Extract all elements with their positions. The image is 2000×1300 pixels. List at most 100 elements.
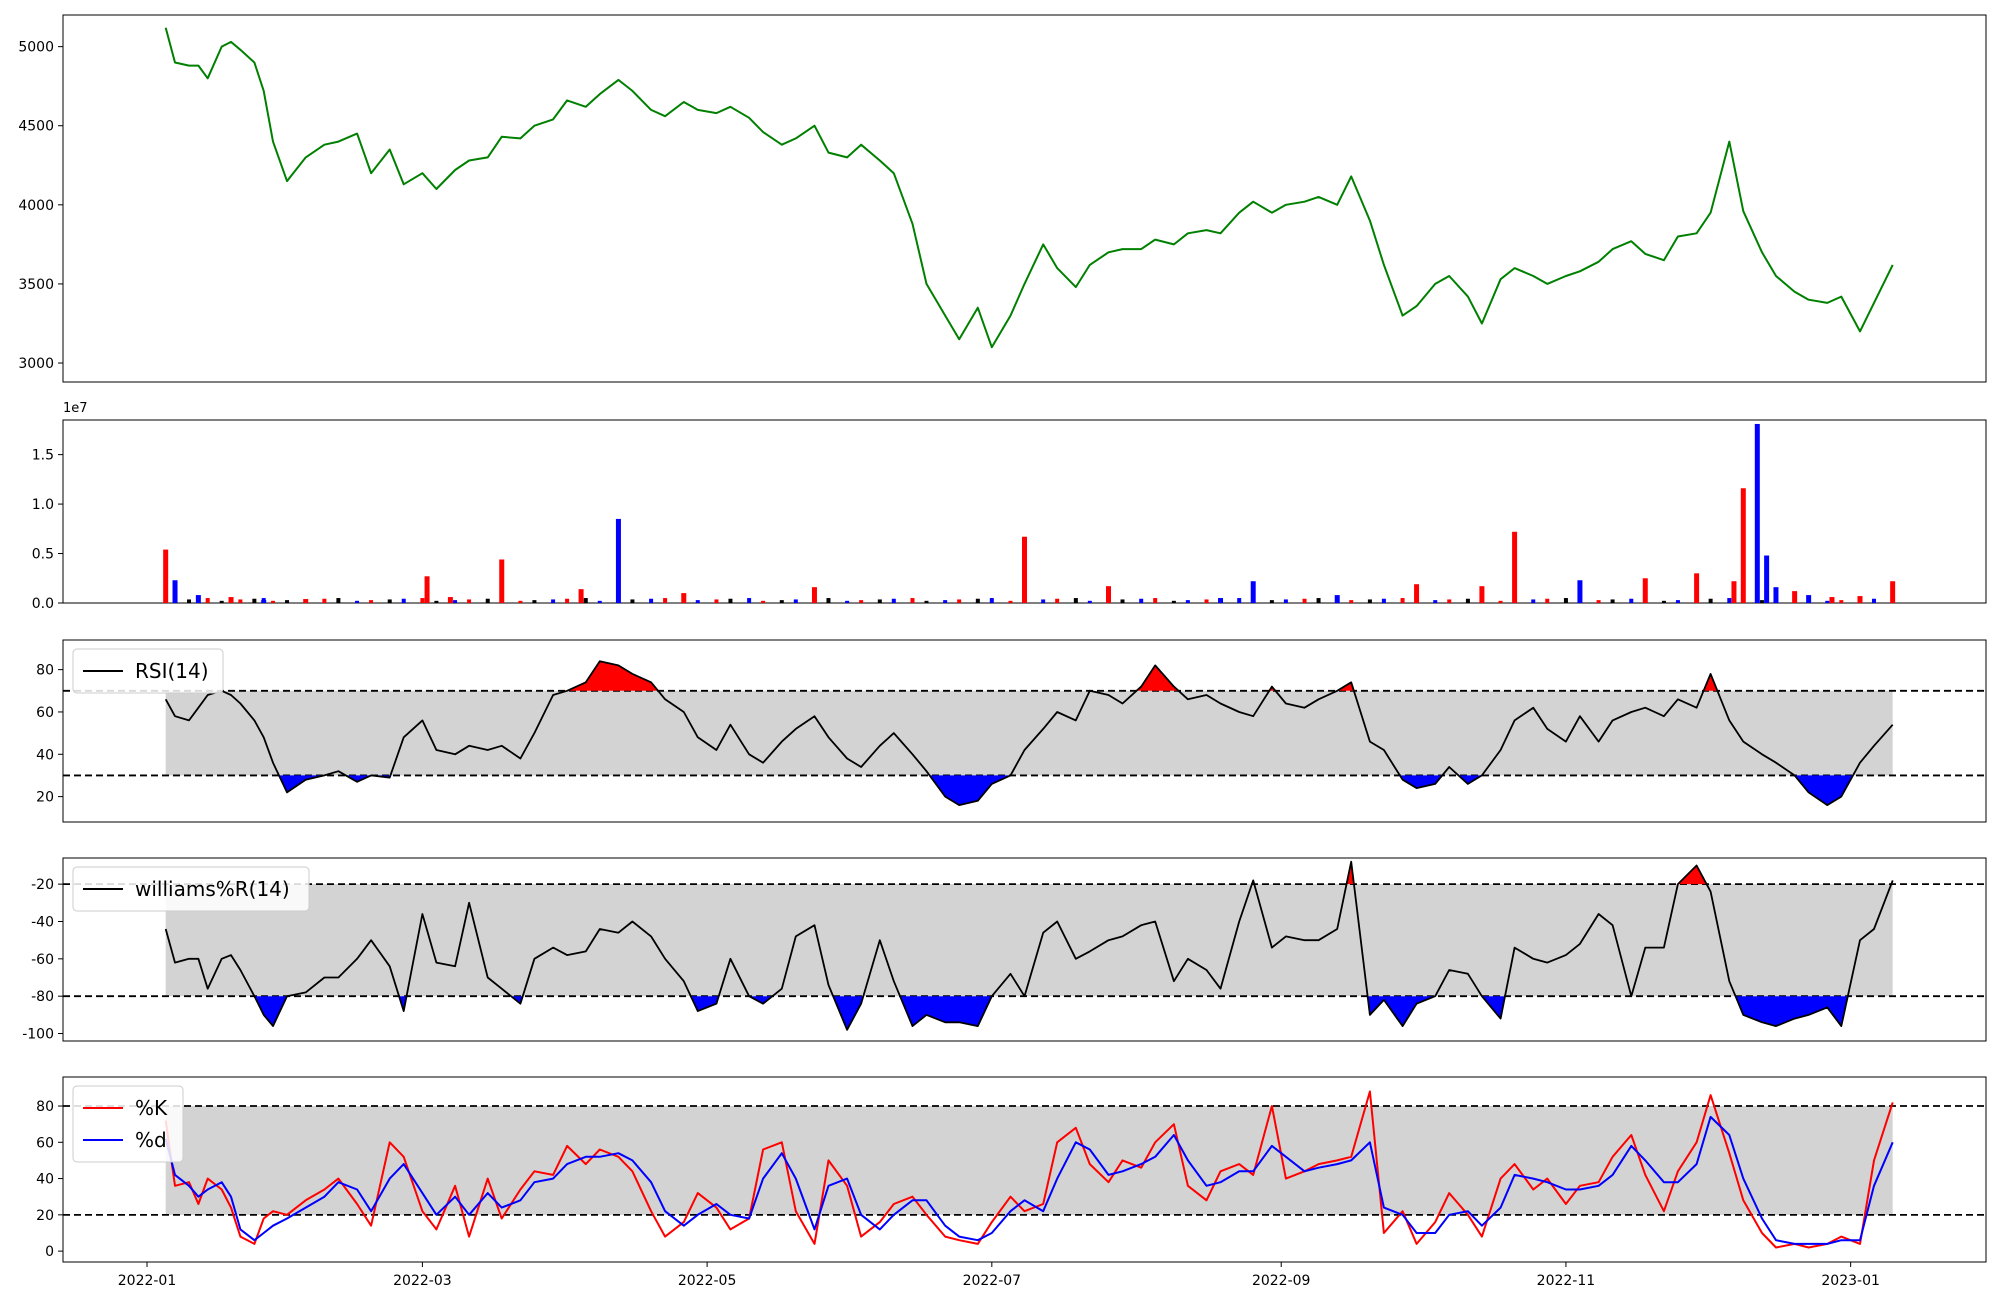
x-tick-label: 2022-07 — [963, 1273, 1022, 1289]
x-tick-label: 2022-09 — [1252, 1273, 1311, 1289]
volume-bar — [1825, 600, 1830, 603]
volume-bar — [747, 598, 752, 603]
volume-bar — [811, 587, 817, 603]
volume-bar — [1237, 598, 1242, 603]
stochastic-ytick-label: 80 — [36, 1099, 54, 1115]
volume-bar — [1120, 599, 1125, 603]
volume-bar — [565, 598, 570, 603]
rsi-overbought-fill — [567, 661, 659, 691]
williams-ytick-label: -20 — [31, 877, 54, 893]
rsi-panel-frame — [62, 639, 1987, 823]
x-tick-label: 2023-01 — [1821, 1273, 1880, 1289]
volume-bar — [630, 599, 635, 603]
volume-bar — [1629, 598, 1634, 603]
volume-bar — [219, 600, 224, 603]
rsi-overbought-fill — [1703, 673, 1718, 691]
volume-bar — [499, 559, 505, 603]
volume-ytick-label: 0.0 — [32, 596, 54, 612]
volume-bar — [1829, 597, 1835, 603]
volume-bar — [1642, 578, 1648, 603]
volume-bar — [649, 598, 654, 603]
volume-bar — [1694, 573, 1700, 603]
rsi-line — [164, 660, 1894, 806]
volume-bar — [1381, 598, 1386, 603]
x-tick-label: 2022-05 — [678, 1273, 737, 1289]
volume-bar — [1577, 580, 1583, 603]
price-ytick-label: 3000 — [18, 356, 54, 372]
volume-bar — [1792, 591, 1798, 603]
volume-bar — [615, 518, 621, 603]
volume-bar — [845, 600, 850, 603]
volume-bar — [1367, 599, 1372, 603]
volume-bar — [1447, 599, 1452, 603]
rsi-oversold-fill — [929, 775, 1011, 806]
volume-bar — [1545, 598, 1550, 603]
volume-bar — [322, 598, 327, 603]
volume-bar — [532, 600, 537, 603]
volume-bar — [989, 598, 994, 603]
volume-bar — [957, 599, 962, 603]
volume-bar — [826, 598, 831, 603]
price-line — [164, 27, 1894, 349]
volume-bar — [434, 600, 439, 603]
volume-bar — [1596, 600, 1601, 603]
volume-bar — [261, 600, 267, 603]
price-panel-frame — [62, 14, 1987, 383]
volume-bar — [1022, 536, 1027, 603]
volume-bar — [1250, 581, 1256, 603]
volume-bar — [1531, 599, 1536, 603]
volume-bar — [387, 599, 392, 603]
volume-bar — [695, 600, 700, 603]
x-tick-label: 2022-01 — [118, 1273, 177, 1289]
volume-bar — [1055, 598, 1060, 603]
williams-panel-frame — [62, 857, 1987, 1042]
volume-bar — [1414, 584, 1420, 603]
volume-bar — [1349, 600, 1354, 603]
stochastic-band — [165, 1106, 1893, 1215]
volume-bar — [467, 599, 472, 603]
williams-oversold-fill — [833, 996, 864, 1030]
volume-bar — [877, 599, 882, 603]
volume-bar — [1316, 598, 1321, 603]
rsi-ytick-label: 60 — [36, 705, 54, 721]
volume-bar — [228, 597, 234, 603]
volume-bar — [420, 598, 425, 603]
volume-bar — [401, 598, 406, 603]
williams-ytick-label: -80 — [31, 989, 54, 1005]
williams-ytick-label: -60 — [31, 952, 54, 968]
volume-bar — [1764, 555, 1770, 603]
x-tick-label: 2022-11 — [1537, 1273, 1596, 1289]
volume-bar — [1465, 598, 1470, 603]
volume-bar — [1041, 599, 1046, 603]
volume-bar — [1727, 598, 1732, 603]
volume-ytick-label: 0.5 — [32, 547, 54, 563]
volume-bar — [1218, 598, 1224, 603]
stochastic-k-line — [164, 1090, 1894, 1249]
williams-oversold-fill — [1367, 996, 1436, 1027]
volume-bar — [1204, 599, 1209, 603]
volume-bar — [1731, 581, 1737, 603]
williams-oversold-fill — [1735, 996, 1848, 1027]
volume-bar — [597, 600, 602, 603]
williams-oversold-fill — [254, 996, 287, 1027]
williams-ytick-label: -40 — [31, 914, 54, 930]
volume-bar — [1498, 600, 1503, 603]
volume-bar — [1283, 599, 1288, 603]
williams-line — [164, 860, 1894, 1031]
volume-bar — [859, 600, 864, 603]
rsi-legend-box — [72, 648, 224, 694]
stochastic-legend-label: %K — [135, 1096, 168, 1120]
volume-bar — [285, 600, 290, 603]
williams-oversold-fill — [749, 996, 773, 1004]
volume-bar — [1171, 600, 1176, 603]
rsi-oversold-fill — [279, 775, 325, 793]
x-tick-label: 2022-03 — [393, 1273, 452, 1289]
volume-bar — [1302, 598, 1307, 603]
volume-bar — [336, 598, 341, 603]
volume-bar — [583, 598, 588, 603]
volume-bar — [1806, 595, 1812, 603]
volume-bar — [1661, 600, 1666, 603]
stochastic-legend-label: %d — [135, 1128, 167, 1152]
volume-bar — [578, 589, 584, 603]
rsi-ytick-label: 40 — [36, 747, 54, 763]
